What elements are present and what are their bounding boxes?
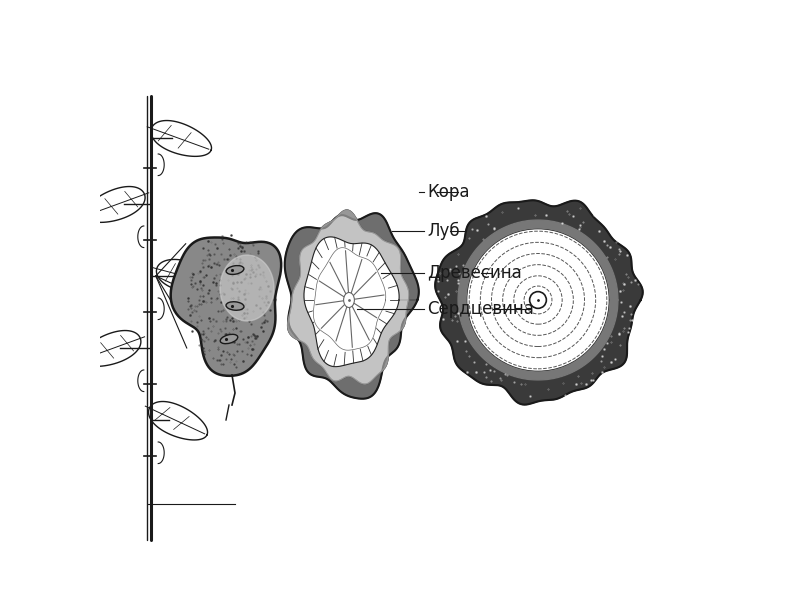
Text: Кора: Кора <box>427 183 470 201</box>
Polygon shape <box>170 238 281 376</box>
Polygon shape <box>285 213 419 399</box>
Polygon shape <box>285 210 419 399</box>
Polygon shape <box>85 187 145 223</box>
Polygon shape <box>435 200 642 404</box>
Circle shape <box>530 292 546 308</box>
Text: Луб: Луб <box>427 222 460 240</box>
Polygon shape <box>149 401 207 440</box>
Ellipse shape <box>226 302 244 310</box>
Polygon shape <box>158 442 164 464</box>
Polygon shape <box>314 248 386 350</box>
Polygon shape <box>458 220 618 380</box>
Circle shape <box>467 229 609 371</box>
Circle shape <box>430 193 646 407</box>
Ellipse shape <box>226 266 244 274</box>
Polygon shape <box>80 331 141 367</box>
Polygon shape <box>158 298 164 320</box>
Text: Древесина: Древесина <box>427 264 522 282</box>
Polygon shape <box>138 226 144 248</box>
Polygon shape <box>151 121 211 157</box>
Polygon shape <box>158 154 164 176</box>
Polygon shape <box>288 210 409 384</box>
Text: Сердцевина: Сердцевина <box>427 300 534 318</box>
Ellipse shape <box>344 292 354 307</box>
Polygon shape <box>138 370 144 392</box>
Ellipse shape <box>220 334 238 344</box>
Polygon shape <box>157 259 218 293</box>
Polygon shape <box>220 255 274 321</box>
